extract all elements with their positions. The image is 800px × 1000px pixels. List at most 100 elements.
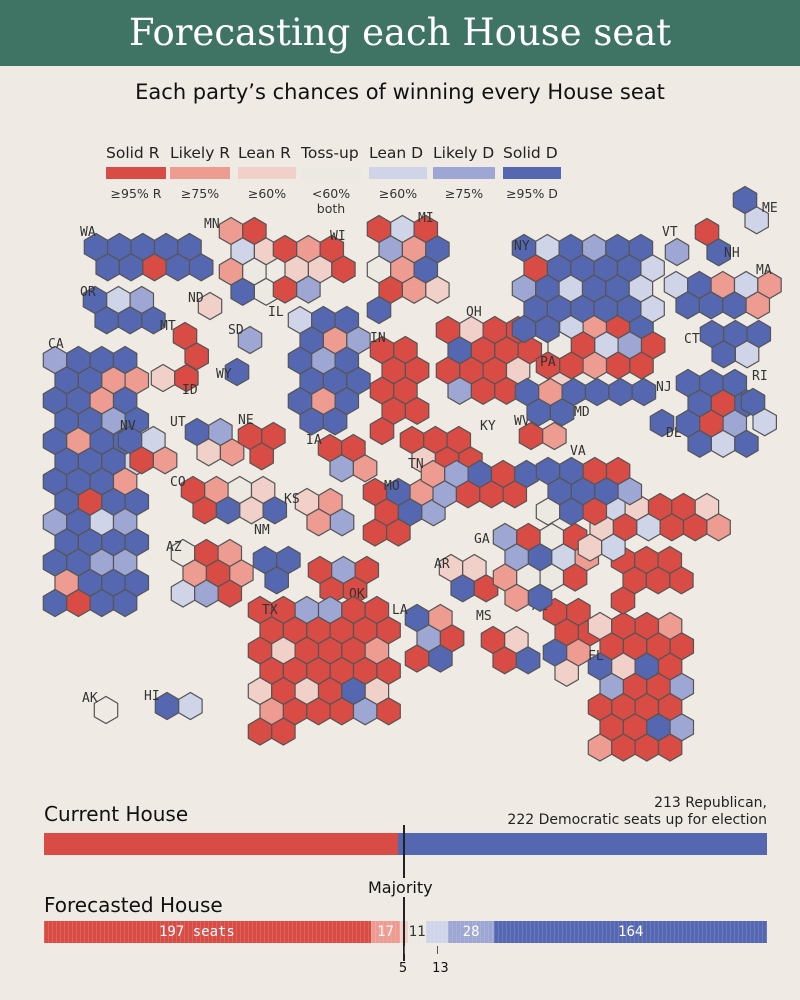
seat-hex	[342, 576, 368, 605]
seat-hex	[542, 421, 567, 451]
seat-hex	[196, 438, 221, 467]
seat-hex	[447, 376, 472, 405]
forecast-house-label: Forecasted House	[44, 893, 223, 917]
seat-hex	[669, 566, 694, 595]
tick-5	[403, 946, 405, 954]
seat-hex	[645, 566, 671, 595]
seat-hex	[239, 496, 264, 525]
state-label-oh: OH	[466, 305, 482, 320]
state-label-ar: AR	[434, 557, 450, 572]
state-label-wv: WV	[514, 414, 530, 429]
forecast-segment-likely-d: 28	[447, 921, 495, 943]
seat-hex	[711, 340, 737, 369]
seat-hex	[527, 583, 553, 612]
state-label-la: LA	[392, 603, 408, 618]
state-label-nm: NM	[254, 523, 270, 538]
forecast-label-likely-d: 28	[462, 924, 480, 940]
state-sd: SD	[228, 323, 263, 355]
state-label-me: ME	[762, 201, 778, 216]
state-wa: WA	[80, 225, 214, 282]
state-ks: KS	[284, 487, 355, 537]
page-title: Forecasting each House seat	[128, 11, 672, 54]
seat-hex	[492, 646, 518, 675]
seat-hex	[657, 733, 683, 762]
seat-hex	[745, 291, 771, 320]
state-label-ia: IA	[306, 433, 322, 448]
seat-hex	[710, 429, 736, 458]
state-label-ct: CT	[684, 332, 700, 347]
state-ok: OK	[307, 555, 380, 605]
state-az: AZ	[166, 538, 254, 608]
state-nh: NH	[694, 217, 740, 267]
state-label-pa: PA	[540, 355, 556, 370]
state-label-nd: ND	[188, 291, 204, 306]
house-hex-map: WA OR CA MT ID NV UT AZ WY CO NM ND SD NE KS OK TX MN IA MO…	[42, 185, 782, 762]
current-note-line1: 213 Republican,	[654, 795, 767, 811]
state-label-ms: MS	[476, 609, 492, 624]
seat-hex	[94, 306, 120, 335]
state-va: VA	[535, 444, 643, 526]
seat-hex	[640, 294, 665, 323]
state-label-nh: NH	[724, 246, 740, 261]
seat-hex	[504, 583, 530, 612]
seat-hex	[192, 496, 217, 525]
seat-hex	[425, 275, 450, 304]
forecast-label-toss-up: 11	[408, 924, 426, 940]
seat-hex	[502, 480, 528, 509]
seat-hex	[95, 253, 121, 282]
seat-hex	[428, 644, 453, 673]
state-label-mo: MO	[384, 479, 400, 494]
state-or: OR	[80, 285, 166, 335]
seat-hex	[386, 518, 411, 547]
seat-hex	[494, 376, 519, 405]
seat-hex	[329, 454, 354, 483]
seat-hex	[369, 416, 395, 446]
seat-hex	[636, 513, 661, 542]
seat-hex	[376, 697, 401, 726]
current-house-label: Current House	[44, 802, 189, 826]
forecast-segment-solid-r: 197 seats	[44, 921, 372, 943]
seat-hex	[178, 691, 203, 721]
seat-hex	[401, 275, 427, 304]
seat-hex	[404, 396, 430, 425]
seat-hex	[631, 377, 657, 407]
seat-hex	[150, 363, 176, 393]
seat-hex	[664, 237, 690, 267]
state-label-wy: WY	[216, 367, 232, 382]
seat-hex	[682, 513, 708, 542]
state-label-ri: RI	[752, 369, 768, 384]
state-ut: UT	[170, 415, 245, 467]
state-ak: AK	[82, 691, 119, 725]
seat-hex	[184, 342, 209, 371]
state-label-or: OR	[80, 285, 96, 300]
seat-hex	[249, 442, 274, 471]
state-id: ID	[150, 363, 199, 398]
seat-hex	[734, 340, 760, 369]
state-mo: MO	[362, 477, 446, 547]
state-label-il: IL	[268, 305, 284, 320]
state-sc: SC	[594, 544, 694, 615]
seat-hex	[141, 306, 166, 335]
seat-hex	[675, 291, 701, 320]
seat-hex	[582, 497, 608, 526]
title-banner	[0, 0, 800, 66]
seat-hex	[455, 480, 481, 509]
forecast-segment-toss-up: 11	[407, 921, 427, 943]
state-label-ky: KY	[480, 419, 496, 434]
state-label-ma: MA	[756, 263, 772, 278]
state-ne: NE	[237, 413, 286, 471]
state-co: CO	[170, 475, 288, 525]
seat-hex	[554, 658, 580, 687]
state-wy: WY	[216, 357, 250, 387]
seat-hex	[329, 508, 355, 537]
seat-hex	[722, 291, 747, 320]
seat-hex	[526, 398, 552, 427]
seat-hex	[142, 253, 167, 282]
state-label-wa: WA	[80, 225, 96, 240]
state-vt: VT	[662, 225, 690, 267]
seat-hex	[706, 238, 732, 267]
state-nv: NV	[117, 419, 178, 475]
state-label-co: CO	[170, 475, 186, 490]
seat-hex	[264, 566, 289, 595]
seat-hex	[649, 408, 675, 438]
